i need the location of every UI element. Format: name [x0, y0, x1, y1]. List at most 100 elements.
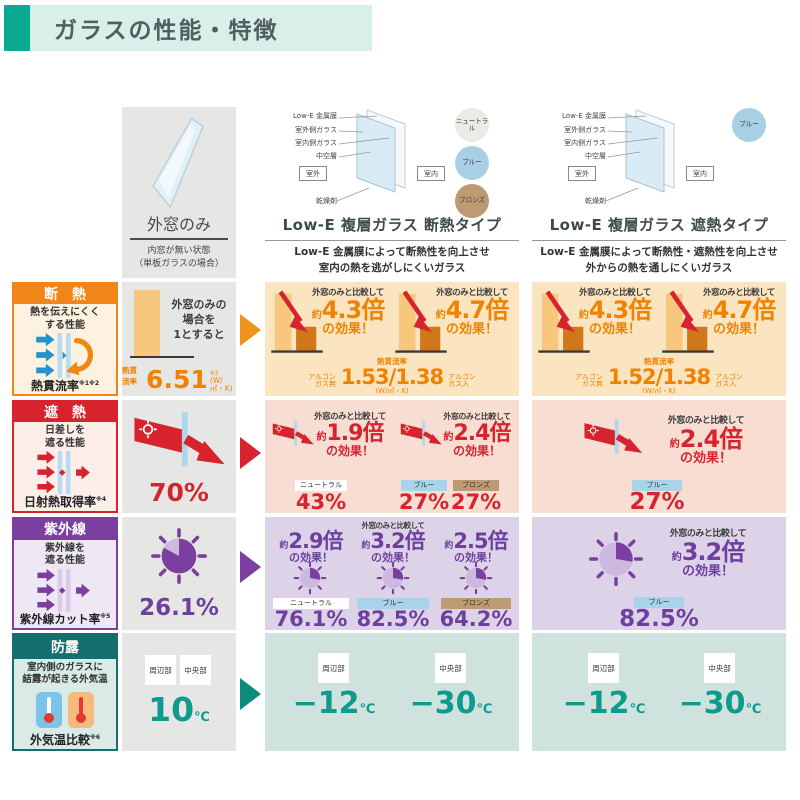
colhead-insulation-title: Low-E 複層ガラス 断熱タイプ [282, 216, 502, 234]
temperature: 10℃ [148, 690, 210, 729]
cell-shielding-outer: 70% [122, 400, 236, 513]
value: 64.2% [439, 607, 513, 631]
temperature: −30℃ [678, 686, 762, 721]
position-badge: 周辺部 [588, 653, 619, 683]
u-value-block: 熱貫流率 アルゴン ガス無 1.52/1.38 (W/㎡・K) アルゴン ガス入 [575, 357, 743, 395]
diagram-label-outer-glass: 室外側ガラス [295, 126, 337, 134]
uv-pie-icon [293, 561, 327, 595]
uv-pie-icon [376, 561, 410, 595]
row-label-condensation-title: 防露 [14, 635, 116, 659]
glass-color-badge: ブロンズ [441, 598, 511, 609]
temperature: −12℃ [292, 686, 376, 721]
position-badge: 中央部 [180, 655, 211, 685]
cell-condensation-outer: 周辺部 中央部 10℃ [122, 633, 236, 751]
row-label-condensation: 防露 室内側のガラスに 結露が起きる外気温 外気温比較※6 [12, 633, 118, 751]
u-value-block: 熱貫流率 アルゴン ガス無 1.53/1.38 (W/㎡・K) アルゴン ガス入 [308, 357, 476, 395]
effect-text: 外窓のみと比較して 約4.3倍 の効果！ [311, 288, 386, 338]
glass-color-badge: ブルー [357, 598, 429, 609]
row-label-shielding: 遮 熱 日差しを 遮る性能 日射熱取得率※4 [12, 400, 118, 513]
effect-text: 約3.2倍 の効果！ [361, 529, 425, 565]
temperature: −30℃ [409, 686, 493, 721]
row-label-insulation-title: 断 熱 [14, 284, 116, 304]
uv-cut-outer-value: 26.1% [139, 595, 219, 621]
effect-text: 外窓のみと比較して 約2.4倍 の効果！ [667, 416, 745, 466]
divider [130, 238, 228, 240]
cell-insulation-outer: 外窓のみの 場合を 1とすると 熱貫流率 6.51 ※3 (W/㎡・K) [122, 282, 236, 396]
row-label-shielding-desc: 日差しを 遮る性能 [45, 425, 85, 449]
diagram-label-inside: 室内 [686, 166, 714, 181]
value: 76.1% [274, 607, 348, 631]
baseline [130, 356, 194, 358]
effect-group: 外窓のみと比較して 約4.3倍 の効果！ [271, 288, 391, 358]
effect-text: 外窓のみと比較して 約2.4倍 の効果！ [443, 412, 511, 458]
reference-bar [134, 290, 160, 356]
row-label-insulation-metric: 熱貫流率※1※2 [30, 379, 100, 393]
insulation-arrows-icon [36, 332, 94, 379]
sun-arrow-icon [130, 410, 228, 472]
single-glass-pane-icon [152, 117, 204, 209]
diagram-label-outside: 室外 [299, 166, 327, 181]
glass-color-badge: ニュートラル [295, 480, 347, 491]
effect-group: 外窓のみと比較して 約4.7倍 の効果！ [662, 288, 782, 358]
cell-uv-insulation-type: 外窓のみと比較して 約2.9倍 の効果！ ニュートラル 76.1% 約3.2倍 … [265, 517, 519, 630]
effect-text: 約2.5倍 の効果！ [444, 529, 508, 565]
divider [532, 240, 786, 241]
arrow-right-icon [240, 678, 261, 710]
effect-text: 外窓のみと比較して 約3.2倍 の効果！ [669, 529, 747, 579]
effect-group: 外窓のみと比較して 約4.7倍 の効果！ [395, 288, 515, 358]
position-badge: 中央部 [435, 653, 466, 683]
cell-condensation-insulation-type: 周辺部 −12℃ 中央部 −30℃ [265, 633, 519, 751]
diagram-label-desiccant: 乾燥剤 [316, 197, 337, 205]
value: 27% [629, 489, 685, 515]
uv-pie-icon [459, 561, 493, 595]
diagram-label-metal: Low-E 金属膜 [293, 112, 337, 120]
colhead-outer-window: 外窓のみ 内窓が無い状態 （単板ガラスの場合） [122, 107, 236, 278]
cell-shielding-shielding-type: 外窓のみと比較して 約2.4倍 の効果！ ブルー 27% [532, 400, 786, 515]
colhead-outer-note1: 内窓が無い状態 [147, 246, 211, 256]
swatch-neutral: ニュートラル [455, 108, 489, 142]
swatch-list: ニュートラル ブルー ブロンズ [455, 108, 489, 218]
row-label-insulation: 断 熱 熱を伝えにくく する性能 熱貫流率※1※2 [12, 282, 118, 396]
arrow-right-icon [240, 551, 261, 583]
cell-condensation-shielding-type: 周辺部 −12℃ 中央部 −30℃ [532, 633, 786, 751]
cell-uv-shielding-type: 外窓のみと比較して 約3.2倍 の効果！ ブルー 82.5% [532, 517, 786, 632]
swatch-blue: ブルー [732, 108, 766, 142]
value: 82.5% [619, 606, 699, 632]
diagram-label-inside: 室内 [417, 166, 445, 181]
solar-gain-outer-value: 70% [149, 478, 209, 507]
row-label-uv-title: 紫外線 [14, 519, 116, 540]
row-label-shielding-title: 遮 熱 [14, 402, 116, 422]
effect-text: 外窓のみと比較して 約4.7倍 の効果！ [435, 288, 510, 338]
value: 27% [450, 490, 502, 514]
effect-text: 外窓のみと比較して 約4.3倍 の効果！ [578, 288, 653, 338]
position-badge: 周辺部 [318, 653, 349, 683]
swatch-blue: ブルー [455, 146, 489, 180]
value: 27% [398, 490, 450, 514]
diagram-label-outside: 室外 [568, 166, 596, 181]
glass-color-badge: ブルー [632, 480, 682, 491]
cell-uv-outer: 26.1% [122, 517, 236, 630]
row-label-shielding-metric: 日射熱取得率※4 [23, 495, 107, 509]
thermometers-icon [36, 691, 94, 728]
effect-group: 外窓のみと比較して 約4.3倍 の効果！ [538, 288, 658, 358]
position-badge: 中央部 [704, 653, 735, 683]
reference-note: 外窓のみの 場合を 1とすると [171, 298, 227, 341]
effect-text: 外窓のみと比較して 約4.7倍 の効果！ [702, 288, 777, 338]
colhead-outer-note2: （単板ガラスの場合） [134, 259, 224, 269]
cell-insulation-shielding-type: 外窓のみと比較して 約4.3倍 の効果！ 外窓のみと比較して 約4.7倍 の効果… [532, 282, 786, 396]
glass-color-badge: ブロンズ [453, 480, 499, 491]
diagram-label-desiccant: 乾燥剤 [585, 197, 606, 205]
temperature: −12℃ [562, 686, 646, 721]
cell-insulation-type-insulation: 外窓のみと比較して 約4.3倍 の効果！ 外窓のみと比較して 約4.7倍 の効果… [265, 282, 519, 396]
effect-text: 外窓のみと比較して 約1.9倍 の効果！ [314, 412, 386, 459]
row-label-uv-desc: 紫外線を 遮る性能 [45, 542, 85, 567]
arrow-right-icon [240, 314, 261, 346]
colhead-insulation-type: Low-E 金属膜 室外側ガラス 室内側ガラス 中空層 室外 室内 乾燥剤 ニュ… [265, 100, 519, 278]
diagram-label-air-layer: 中空層 [585, 152, 606, 160]
sun-arrow-icon [582, 412, 644, 464]
glass-diagram: Low-E 金属膜 室外側ガラス 室内側ガラス 中空層 室外 室内 乾燥剤 [279, 106, 449, 212]
uv-pie-icon [151, 528, 207, 584]
diagram-label-inner-glass: 室内側ガラス [295, 139, 337, 147]
diagram-label-inner-glass: 室内側ガラス [564, 139, 606, 147]
